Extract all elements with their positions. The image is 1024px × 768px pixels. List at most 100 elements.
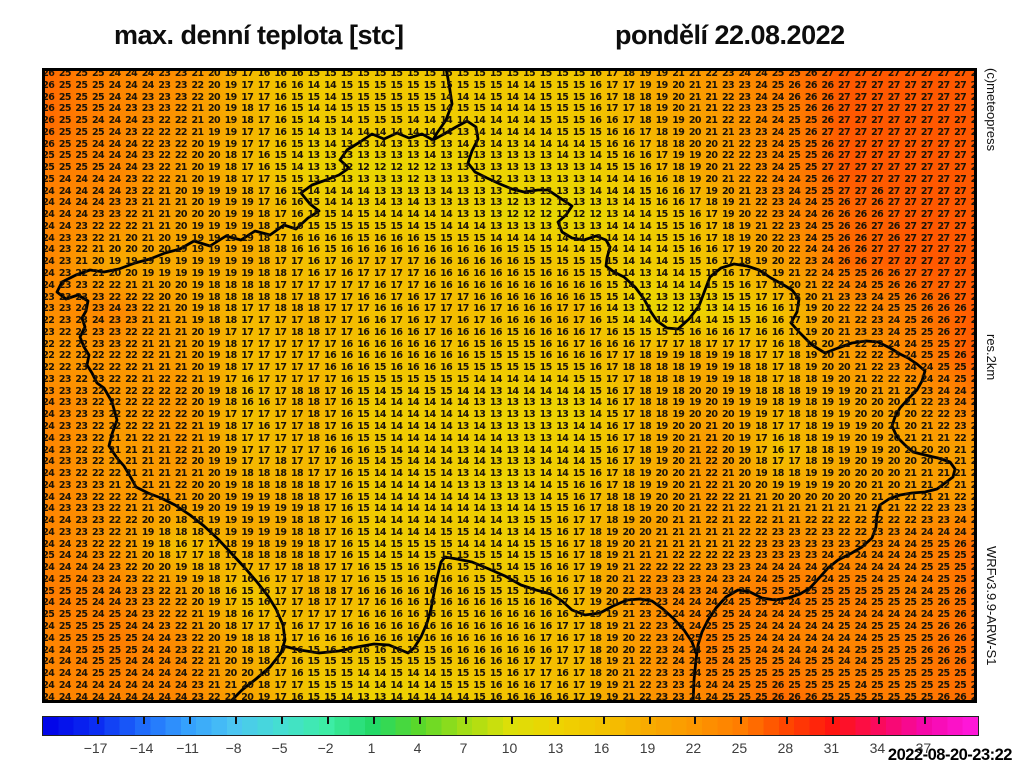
temp-cell: 17: [622, 79, 636, 91]
temp-cell: 14: [340, 197, 354, 209]
temp-cell: 23: [705, 562, 718, 574]
colorbar-tick-label: 37: [915, 740, 932, 756]
temp-cell: 16: [506, 679, 519, 691]
temp-cell: 27: [887, 91, 901, 103]
temp-cell: 14: [440, 91, 453, 103]
temp-cell: 19: [804, 479, 818, 491]
temp-cell: 14: [572, 432, 586, 444]
temp-cell: 27: [937, 115, 950, 127]
temp-cell: 24: [688, 597, 702, 609]
temp-cell: 27: [871, 79, 884, 91]
temp-cell: 24: [920, 585, 934, 597]
temp-cell: 18: [755, 456, 768, 468]
temp-cell: 26: [954, 656, 967, 668]
temp-cell: 26: [42, 138, 55, 150]
temp-cell: 20: [871, 420, 884, 432]
temp-cell: 13: [440, 173, 453, 185]
temp-cell: 24: [141, 668, 155, 680]
temp-cell: 15: [605, 256, 619, 268]
temp-cell: 22: [141, 185, 155, 197]
temp-cell: 23: [788, 550, 801, 562]
temp-cell: 16: [489, 244, 503, 256]
temp-cell: 16: [605, 126, 619, 138]
temp-cell: 15: [340, 668, 354, 680]
temp-cell: 16: [556, 632, 569, 644]
temp-cell: 20: [705, 385, 718, 397]
temp-cell: 14: [373, 468, 387, 480]
temp-cell: 13: [373, 185, 387, 197]
temp-cell: 27: [904, 232, 917, 244]
temp-cell: 27: [970, 291, 977, 303]
temp-cell: 24: [108, 691, 122, 703]
temp-cell: 24: [954, 397, 967, 409]
temp-cell: 23: [58, 503, 72, 515]
temp-cell: 18: [257, 232, 271, 244]
temp-cell: 20: [887, 468, 901, 480]
temp-cell: 13: [440, 150, 453, 162]
temp-cell: 17: [324, 397, 337, 409]
temp-cell: 20: [125, 268, 138, 280]
temp-cell: 25: [854, 644, 868, 656]
temp-cell: 17: [473, 315, 486, 327]
temp-cell: 24: [108, 573, 122, 585]
temp-cell: 15: [357, 68, 370, 79]
temp-cell: 15: [556, 362, 569, 374]
temp-cell: 19: [821, 397, 834, 409]
temp-cell: 24: [771, 644, 785, 656]
temp-cell: 22: [125, 491, 138, 503]
temp-cell: 16: [539, 268, 553, 280]
temp-cell: 24: [854, 632, 868, 644]
temp-cell: 16: [523, 620, 536, 632]
temp-cell: 25: [920, 350, 934, 362]
temp-cell: 27: [937, 185, 950, 197]
temp-cell: 13: [556, 185, 569, 197]
temp-cell: 24: [688, 691, 702, 703]
temp-cell: 17: [274, 232, 287, 244]
temp-cell: 17: [257, 103, 271, 115]
temp-cell: 23: [58, 385, 72, 397]
temp-cell: 25: [92, 668, 105, 680]
temp-cell: 15: [556, 115, 569, 127]
temp-cell: 26: [937, 303, 950, 315]
temp-cell: 23: [804, 256, 818, 268]
temp-cell: 24: [174, 668, 188, 680]
temp-cell: 19: [871, 456, 884, 468]
temp-cell: 16: [489, 620, 503, 632]
temp-cell: 17: [340, 279, 354, 291]
temp-cell: 24: [887, 550, 901, 562]
colorbar-tick: [510, 717, 513, 724]
temp-cell: 12: [639, 291, 652, 303]
temp-cell: 15: [440, 550, 453, 562]
temp-cell: 21: [904, 397, 917, 409]
temp-row: 24 23 23 22 22 22 22 21 22 21 19 18 17 16 17 17 18 17 16 15…: [45, 420, 974, 433]
temp-cell: 23: [92, 515, 105, 527]
temp-cell: 26: [937, 315, 950, 327]
temp-cell: 20: [887, 456, 901, 468]
temp-cell: 16: [357, 291, 370, 303]
temp-cell: 24: [141, 644, 155, 656]
temp-cell: 27: [937, 150, 950, 162]
temp-cell: 20: [688, 385, 702, 397]
temp-cell: 22: [125, 515, 138, 527]
temp-cell: 13: [390, 138, 403, 150]
temp-cell: 15: [390, 103, 403, 115]
temp-cell: 14: [539, 468, 553, 480]
temp-cell: 22: [755, 197, 768, 209]
temp-cell: 18: [174, 515, 188, 527]
temp-cell: 13: [539, 150, 553, 162]
temp-cell: 26: [788, 91, 801, 103]
temp-cell: 20: [622, 526, 636, 538]
temp-cell: 13: [489, 468, 503, 480]
temp-cell: 19: [755, 468, 768, 480]
temp-cell: 14: [721, 303, 735, 315]
temp-cell: 27: [904, 126, 917, 138]
temp-cell: 16: [423, 338, 437, 350]
temp-cell: 14: [324, 185, 337, 197]
temp-cell: 17: [390, 279, 403, 291]
temp-cell: 15: [324, 220, 337, 232]
temp-cell: 24: [871, 562, 884, 574]
temp-cell: 21: [838, 326, 851, 338]
temp-cell: 17: [274, 585, 287, 597]
temp-cell: 24: [92, 585, 105, 597]
temp-cell: 16: [340, 338, 354, 350]
